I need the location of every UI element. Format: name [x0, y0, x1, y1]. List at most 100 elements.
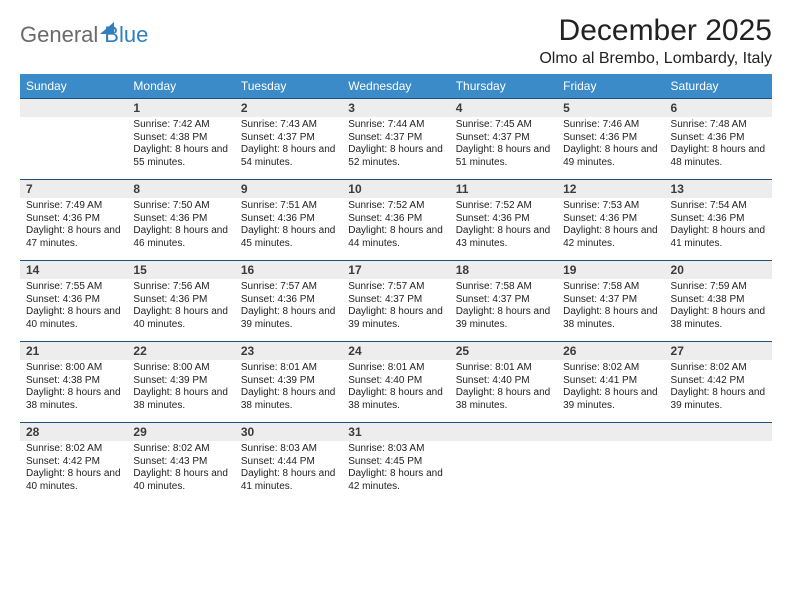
sunset-line: Sunset: 4:39 PM: [241, 375, 336, 388]
day-content-cell: Sunrise: 7:49 AMSunset: 4:36 PMDaylight:…: [20, 198, 127, 260]
daylight-line: Daylight: 8 hours and 48 minutes.: [671, 144, 766, 169]
day-number-cell: 5: [557, 98, 664, 117]
day-content-cell: Sunrise: 7:58 AMSunset: 4:37 PMDaylight:…: [450, 279, 557, 341]
day-content-cell: Sunrise: 8:01 AMSunset: 4:40 PMDaylight:…: [342, 360, 449, 422]
day-header: Tuesday: [235, 74, 342, 98]
sunrise-line: Sunrise: 7:58 AM: [563, 281, 658, 294]
sunset-line: Sunset: 4:36 PM: [671, 213, 766, 226]
daylight-line: Daylight: 8 hours and 38 minutes.: [456, 387, 551, 412]
sunset-line: Sunset: 4:36 PM: [456, 213, 551, 226]
daylight-line: Daylight: 8 hours and 40 minutes.: [26, 468, 121, 493]
page-title: December 2025: [539, 14, 772, 48]
day-number-cell: 19: [557, 260, 664, 279]
sunset-line: Sunset: 4:36 PM: [133, 213, 228, 226]
daylight-line: Daylight: 8 hours and 40 minutes.: [133, 468, 228, 493]
day-content-cell: Sunrise: 8:03 AMSunset: 4:44 PMDaylight:…: [235, 441, 342, 503]
logo: General Blue: [20, 22, 148, 48]
sunset-line: Sunset: 4:37 PM: [456, 294, 551, 307]
day-content-cell: Sunrise: 7:53 AMSunset: 4:36 PMDaylight:…: [557, 198, 664, 260]
week-daynum-row: 78910111213: [20, 179, 772, 198]
sunset-line: Sunset: 4:40 PM: [456, 375, 551, 388]
logo-text-general: General: [20, 22, 98, 48]
sunrise-line: Sunrise: 7:44 AM: [348, 119, 443, 132]
sunrise-line: Sunrise: 7:51 AM: [241, 200, 336, 213]
day-content-cell: Sunrise: 7:52 AMSunset: 4:36 PMDaylight:…: [342, 198, 449, 260]
day-content-cell: Sunrise: 8:00 AMSunset: 4:39 PMDaylight:…: [127, 360, 234, 422]
daylight-line: Daylight: 8 hours and 39 minutes.: [563, 387, 658, 412]
week-daynum-row: 123456: [20, 98, 772, 117]
day-content-cell: Sunrise: 7:45 AMSunset: 4:37 PMDaylight:…: [450, 117, 557, 179]
sunset-line: Sunset: 4:38 PM: [133, 132, 228, 145]
sunset-line: Sunset: 4:41 PM: [563, 375, 658, 388]
day-number-cell: 9: [235, 179, 342, 198]
sunrise-line: Sunrise: 7:42 AM: [133, 119, 228, 132]
day-number-cell: 28: [20, 422, 127, 441]
day-content-cell: Sunrise: 7:51 AMSunset: 4:36 PMDaylight:…: [235, 198, 342, 260]
sunrise-line: Sunrise: 7:57 AM: [241, 281, 336, 294]
day-number-cell: 30: [235, 422, 342, 441]
sunset-line: Sunset: 4:37 PM: [348, 294, 443, 307]
day-number-cell: 6: [665, 98, 772, 117]
day-number-cell: 1: [127, 98, 234, 117]
day-header: Monday: [127, 74, 234, 98]
sunset-line: Sunset: 4:38 PM: [671, 294, 766, 307]
day-content-cell: Sunrise: 7:58 AMSunset: 4:37 PMDaylight:…: [557, 279, 664, 341]
sunset-line: Sunset: 4:36 PM: [563, 213, 658, 226]
sunrise-line: Sunrise: 7:52 AM: [348, 200, 443, 213]
day-content-cell: Sunrise: 7:59 AMSunset: 4:38 PMDaylight:…: [665, 279, 772, 341]
daylight-line: Daylight: 8 hours and 39 minutes.: [456, 306, 551, 331]
sunrise-line: Sunrise: 8:01 AM: [241, 362, 336, 375]
day-content-cell: Sunrise: 7:57 AMSunset: 4:37 PMDaylight:…: [342, 279, 449, 341]
day-header: Friday: [557, 74, 664, 98]
day-number-cell: 8: [127, 179, 234, 198]
day-number-cell: 21: [20, 341, 127, 360]
sunset-line: Sunset: 4:36 PM: [563, 132, 658, 145]
day-number-cell: 29: [127, 422, 234, 441]
week-content-row: Sunrise: 7:49 AMSunset: 4:36 PMDaylight:…: [20, 198, 772, 260]
day-header: Thursday: [450, 74, 557, 98]
day-number-cell: 25: [450, 341, 557, 360]
day-number-cell: 31: [342, 422, 449, 441]
daylight-line: Daylight: 8 hours and 54 minutes.: [241, 144, 336, 169]
daylight-line: Daylight: 8 hours and 43 minutes.: [456, 225, 551, 250]
day-content-cell: Sunrise: 8:02 AMSunset: 4:42 PMDaylight:…: [20, 441, 127, 503]
logo-triangle-icon: [100, 22, 114, 34]
day-content-cell: Sunrise: 7:55 AMSunset: 4:36 PMDaylight:…: [20, 279, 127, 341]
sunset-line: Sunset: 4:36 PM: [241, 213, 336, 226]
day-number-cell: 24: [342, 341, 449, 360]
day-content-cell: Sunrise: 7:56 AMSunset: 4:36 PMDaylight:…: [127, 279, 234, 341]
day-content-cell: Sunrise: 7:44 AMSunset: 4:37 PMDaylight:…: [342, 117, 449, 179]
day-content-cell: Sunrise: 8:02 AMSunset: 4:42 PMDaylight:…: [665, 360, 772, 422]
day-content-cell: Sunrise: 8:00 AMSunset: 4:38 PMDaylight:…: [20, 360, 127, 422]
sunrise-line: Sunrise: 7:50 AM: [133, 200, 228, 213]
daylight-line: Daylight: 8 hours and 40 minutes.: [133, 306, 228, 331]
day-content-cell: [557, 441, 664, 503]
sunset-line: Sunset: 4:42 PM: [671, 375, 766, 388]
daylight-line: Daylight: 8 hours and 47 minutes.: [26, 225, 121, 250]
sunrise-line: Sunrise: 8:02 AM: [133, 443, 228, 456]
daylight-line: Daylight: 8 hours and 38 minutes.: [133, 387, 228, 412]
day-content-cell: Sunrise: 7:54 AMSunset: 4:36 PMDaylight:…: [665, 198, 772, 260]
day-content-cell: Sunrise: 7:57 AMSunset: 4:36 PMDaylight:…: [235, 279, 342, 341]
day-number-cell: [450, 422, 557, 441]
sunset-line: Sunset: 4:37 PM: [241, 132, 336, 145]
daylight-line: Daylight: 8 hours and 42 minutes.: [563, 225, 658, 250]
sunrise-line: Sunrise: 8:01 AM: [348, 362, 443, 375]
sunset-line: Sunset: 4:43 PM: [133, 456, 228, 469]
sunrise-line: Sunrise: 8:02 AM: [26, 443, 121, 456]
sunset-line: Sunset: 4:44 PM: [241, 456, 336, 469]
sunset-line: Sunset: 4:45 PM: [348, 456, 443, 469]
day-number-cell: 10: [342, 179, 449, 198]
day-number-cell: 15: [127, 260, 234, 279]
sunrise-line: Sunrise: 7:58 AM: [456, 281, 551, 294]
sunset-line: Sunset: 4:39 PM: [133, 375, 228, 388]
daylight-line: Daylight: 8 hours and 38 minutes.: [241, 387, 336, 412]
daylight-line: Daylight: 8 hours and 39 minutes.: [348, 306, 443, 331]
day-number-cell: 13: [665, 179, 772, 198]
daylight-line: Daylight: 8 hours and 39 minutes.: [671, 387, 766, 412]
day-number-cell: 2: [235, 98, 342, 117]
location: Olmo al Brembo, Lombardy, Italy: [539, 50, 772, 68]
daylight-line: Daylight: 8 hours and 55 minutes.: [133, 144, 228, 169]
day-number-cell: 12: [557, 179, 664, 198]
daylight-line: Daylight: 8 hours and 46 minutes.: [133, 225, 228, 250]
